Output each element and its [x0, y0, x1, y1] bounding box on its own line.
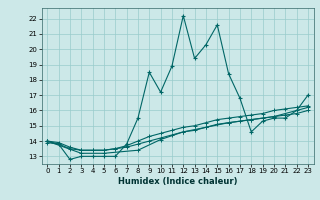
X-axis label: Humidex (Indice chaleur): Humidex (Indice chaleur) — [118, 177, 237, 186]
